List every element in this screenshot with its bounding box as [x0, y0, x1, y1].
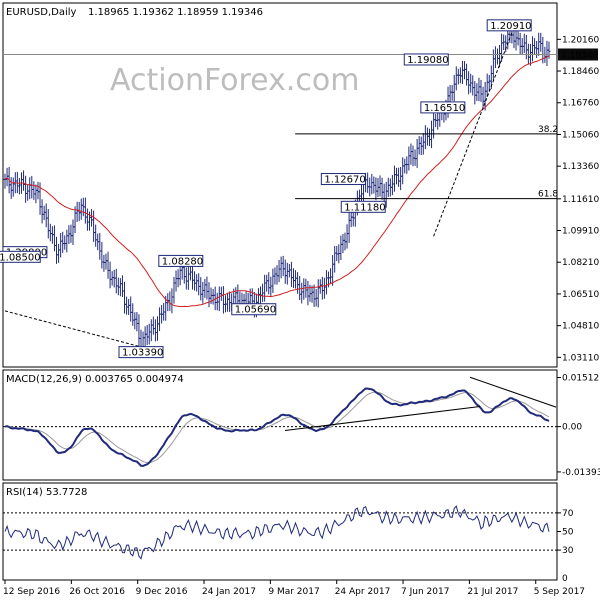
level-label: 1.12670 — [324, 175, 365, 186]
price-series — [3, 19, 557, 357]
macd-panel-frame — [2, 369, 558, 481]
trendline-upper — [433, 27, 515, 237]
level-label: 1.08280 — [162, 256, 203, 267]
x-tick-label: 21 Jul 2017 — [467, 587, 518, 597]
price-tick-label: 1.15060 — [562, 130, 599, 140]
last-price-box — [558, 48, 598, 61]
macd-trendline-lower — [284, 405, 481, 432]
rsi-series — [3, 505, 557, 560]
price-tick-label: 1.18460 — [562, 67, 599, 77]
rsi-axis: 70 50 30 0 — [557, 509, 574, 584]
level-label: 1.03390 — [122, 348, 163, 359]
price-tick-label: 1.16760 — [562, 99, 599, 109]
level-box — [420, 101, 466, 114]
macd-tick-label: 0.00 — [562, 423, 582, 433]
rsi-tick-label: 30 — [562, 546, 574, 556]
level-box — [158, 254, 204, 267]
level-box — [403, 53, 449, 66]
macd-signal-line — [4, 391, 550, 464]
fib-label: 61.8 — [538, 190, 558, 200]
level-box — [231, 303, 277, 316]
rsi-tick-label: 70 — [562, 509, 574, 519]
level-label: 1.20910 — [490, 21, 531, 32]
price-levels: 38.261.81.298001.085001.033901.082801.05… — [0, 19, 558, 359]
level-box — [486, 19, 532, 32]
x-tick-label: 26 Oct 2016 — [69, 587, 125, 597]
symbol-label: EURUSD,Daily — [6, 7, 77, 18]
x-tick-label: 9 Dec 2016 — [136, 587, 188, 597]
x-tick-label: 9 Mar 2017 — [268, 587, 319, 597]
price-tick-label: 1.09910 — [562, 227, 599, 237]
x-tick-label: 7 Jun 2017 — [401, 587, 449, 597]
level-label: 1.11180 — [344, 202, 385, 213]
price-panel: EURUSD,Daily 1.18965 1.19362 1.18959 1.1… — [0, 2, 599, 368]
price-tick-label: 1.13360 — [562, 162, 599, 172]
level-label: 1.05690 — [235, 305, 276, 316]
macd-tick-label: 0.01512 — [562, 373, 599, 383]
watermark: ActionForex.com — [110, 63, 359, 98]
x-tick-label: 12 Sep 2016 — [3, 587, 60, 597]
price-tick-label: 1.03110 — [562, 353, 599, 363]
price-panel-frame — [2, 2, 558, 368]
x-tick-label: 5 Sep 2017 — [534, 587, 585, 597]
ohlc-header: 1.18965 1.19362 1.18959 1.19346 — [88, 7, 263, 18]
price-tick-label: 1.08210 — [562, 258, 599, 268]
price-tick-label: 1.04810 — [562, 322, 599, 332]
x-tick-label: 24 Jan 2017 — [202, 587, 256, 597]
macd-panel: MACD(12,26,9) 0.003765 0.004974 0.015120… — [2, 369, 600, 481]
x-tick-label: 24 Apr 2017 — [335, 587, 391, 597]
rsi-label: RSI(14) 53.7728 — [6, 487, 87, 498]
macd-axis: 0.01512 0.00 -0.013938 — [557, 373, 600, 478]
macd-tick-label: -0.013938 — [562, 468, 600, 478]
fib-label: 38.2 — [538, 125, 558, 135]
trendline-lower — [4, 310, 161, 353]
moving-average-line — [4, 55, 550, 308]
level-box — [320, 173, 366, 186]
level-label: 1.08500 — [0, 252, 41, 263]
level-label: 1.19080 — [407, 55, 448, 66]
last-price-label: 1.19346 — [561, 51, 598, 61]
level-label: 1.16510 — [424, 103, 465, 114]
macd-label: MACD(12,26,9) 0.003765 0.004974 — [6, 374, 184, 385]
macd-trendline-upper — [469, 376, 557, 408]
level-box — [118, 346, 164, 359]
level-box — [340, 200, 386, 213]
rsi-tick-label: 50 — [562, 528, 574, 538]
macd-series — [3, 376, 557, 467]
price-tick-label: 1.11610 — [562, 195, 599, 205]
x-axis: 12 Sep 2016 26 Oct 2016 9 Dec 2016 24 Jan 2… — [3, 580, 585, 597]
macd-line — [4, 387, 550, 467]
rsi-tick-label: 0 — [562, 574, 568, 584]
price-tick-label: 1.06510 — [562, 290, 599, 300]
rsi-panel: RSI(14) 53.7728 70 50 30 0 — [2, 482, 574, 584]
price-axis: 1.20160 1.18460 1.16760 1.15060 1.13360 1.116… — [557, 35, 599, 363]
price-tick-label: 1.20160 — [562, 35, 599, 45]
level-box — [0, 250, 41, 263]
rsi-line — [4, 505, 550, 560]
